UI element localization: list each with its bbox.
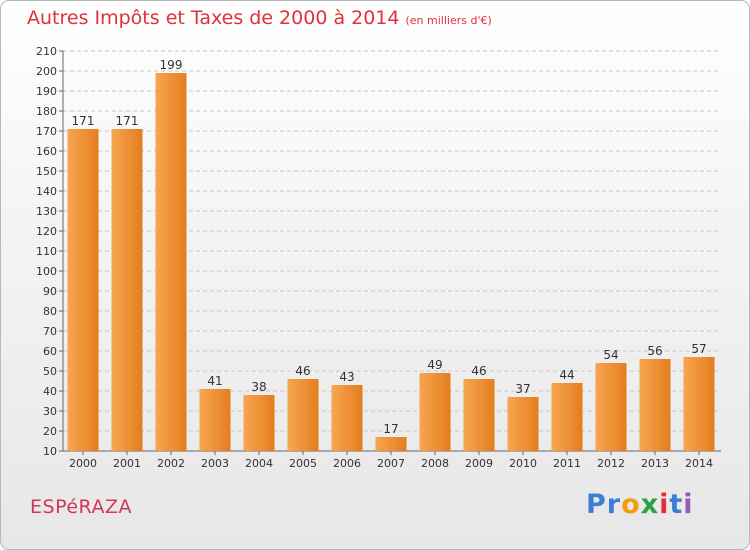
y-tick-label: 70	[43, 325, 57, 338]
chart-title-block: Autres Impôts et Taxes de 2000 à 2014 (en…	[27, 7, 492, 29]
bar-2012	[595, 363, 627, 451]
value-label: 44	[559, 368, 574, 382]
y-tick-label: 30	[43, 405, 57, 418]
y-tick-label: 130	[36, 205, 57, 218]
bar-2006	[331, 385, 363, 451]
value-label: 199	[160, 58, 183, 72]
bar-2002	[155, 73, 187, 451]
commune-name: ESPéRAZA	[30, 496, 132, 518]
logo-letter: x	[640, 489, 660, 520]
value-label: 54	[603, 348, 618, 362]
bar-2000	[67, 129, 99, 451]
y-tick-label: 120	[36, 225, 57, 238]
x-tick-label: 2002	[157, 457, 185, 470]
value-label: 37	[515, 382, 530, 396]
y-tick-label: 210	[36, 45, 57, 58]
value-label: 171	[72, 114, 95, 128]
y-tick-label: 100	[36, 265, 57, 278]
bar-2003	[199, 389, 231, 451]
chart-title: Autres Impôts et Taxes de 2000 à 2014	[27, 7, 400, 29]
logo-letter: t	[669, 489, 684, 520]
value-label: 46	[295, 364, 310, 378]
logo-letter: o	[621, 489, 641, 520]
value-label: 171	[116, 114, 139, 128]
x-tick-label: 2004	[245, 457, 273, 470]
y-tick-label: 190	[36, 85, 57, 98]
logo-letter: i	[659, 489, 670, 520]
bar-2007	[375, 437, 407, 451]
x-tick-label: 2006	[333, 457, 361, 470]
logo-letter: i	[683, 489, 694, 520]
bar-2008	[419, 373, 451, 451]
bar-2004	[243, 395, 275, 451]
bar-2005	[287, 379, 319, 451]
y-tick-label: 150	[36, 165, 57, 178]
value-label: 56	[647, 344, 662, 358]
value-label: 43	[339, 370, 354, 384]
bar-2013	[639, 359, 671, 451]
y-tick-label: 160	[36, 145, 57, 158]
y-tick-labels: 10 20 30 40 50 60 70 80 90 100 110 120 130 140 150 160 1…	[36, 45, 57, 458]
y-tick-label: 10	[43, 445, 57, 458]
x-tick-label: 2007	[377, 457, 405, 470]
value-label: 46	[471, 364, 486, 378]
logo-letter: r	[606, 489, 622, 520]
y-tick-label: 140	[36, 185, 57, 198]
proxiti-logo[interactable]: Proxiti	[586, 489, 694, 520]
x-tick-label: 2005	[289, 457, 317, 470]
bars	[67, 73, 715, 451]
value-label: 57	[691, 342, 706, 356]
y-tick-label: 40	[43, 385, 57, 398]
x-tick-label: 2009	[465, 457, 493, 470]
value-label: 49	[427, 358, 442, 372]
value-label: 17	[383, 422, 398, 436]
x-tick-label: 2013	[641, 457, 669, 470]
x-tick-label: 2014	[685, 457, 713, 470]
y-tick-label: 180	[36, 105, 57, 118]
value-labels: 171 171 199 41 38 46 43 17 49 46 37 44 54 56 57	[72, 58, 707, 436]
bar-2010	[507, 397, 539, 451]
value-label: 41	[207, 374, 222, 388]
logo-letter: P	[586, 489, 607, 520]
bar-2009	[463, 379, 495, 451]
y-tick-label: 60	[43, 345, 57, 358]
y-tick-label: 170	[36, 125, 57, 138]
value-label: 38	[251, 380, 266, 394]
x-tick-label: 2000	[69, 457, 97, 470]
bar-2011	[551, 383, 583, 451]
y-tick-label: 200	[36, 65, 57, 78]
chart-subtitle: (en milliers d'€)	[405, 14, 492, 27]
y-tick-label: 110	[36, 245, 57, 258]
x-tick-label: 2012	[597, 457, 625, 470]
y-tick-label: 90	[43, 285, 57, 298]
x-tick-labels: 2000 2001 2002 2003 2004 2005 2006 2007 2008 2009…	[69, 457, 713, 470]
x-tick-label: 2003	[201, 457, 229, 470]
y-tick-label: 80	[43, 305, 57, 318]
x-tick-label: 2001	[113, 457, 141, 470]
y-tick-label: 50	[43, 365, 57, 378]
x-tick-label: 2008	[421, 457, 449, 470]
bar-2001	[111, 129, 143, 451]
x-tick-label: 2010	[509, 457, 537, 470]
x-tick-label: 2011	[553, 457, 581, 470]
bar-2014	[683, 357, 715, 451]
y-tick-label: 20	[43, 425, 57, 438]
